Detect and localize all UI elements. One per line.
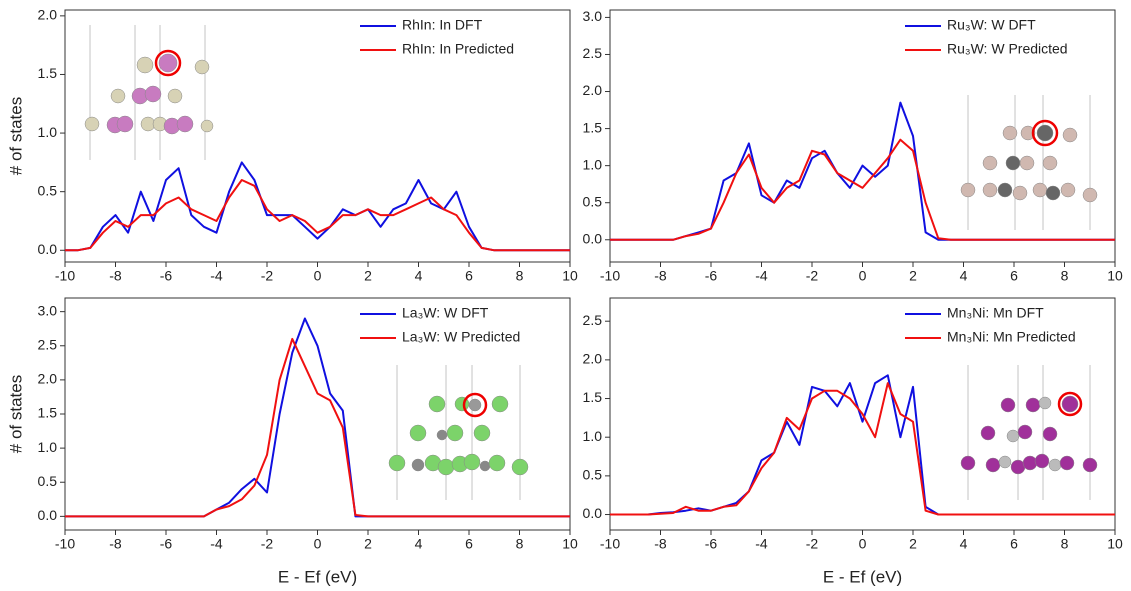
x-tick-label: 2 xyxy=(909,268,917,284)
y-tick-label: 2.0 xyxy=(38,7,58,23)
panel: -10 -8 -6 -4 -2 0 2 4 6 8 10 0.0 0.5 1.0 1.5 2.0 2.5 3.0 R… xyxy=(583,8,1123,284)
x-tick-label: 0 xyxy=(314,536,322,552)
x-tick-label: -4 xyxy=(210,268,223,284)
x-tick-label: 0 xyxy=(859,536,867,552)
y-tick-label: 0.5 xyxy=(38,182,58,198)
y-tick-label: 0.0 xyxy=(38,507,58,523)
y-tick-label: 2.5 xyxy=(583,45,603,61)
x-tick-label: -2 xyxy=(806,536,819,552)
x-tick-label: 0 xyxy=(314,268,322,284)
x-tick-label: 8 xyxy=(1061,536,1069,552)
x-tick-label: -10 xyxy=(600,536,620,552)
y-axis-label: # of states xyxy=(6,97,25,175)
x-tick-label: 10 xyxy=(1107,268,1123,284)
x-tick-label: -4 xyxy=(210,536,223,552)
x-tick-label: -8 xyxy=(654,536,667,552)
crystal-inset xyxy=(960,365,1098,500)
y-tick-label: 2.0 xyxy=(38,371,58,387)
y-tick-label: 2.5 xyxy=(38,336,58,352)
x-tick-label: 10 xyxy=(562,536,578,552)
y-tick-label: 1.0 xyxy=(38,439,58,455)
x-tick-label: 6 xyxy=(465,268,473,284)
x-tick-label: 4 xyxy=(415,536,423,552)
series-line xyxy=(65,337,570,518)
x-tick-label: 8 xyxy=(516,268,524,284)
legend-label: La₃W: W Predicted xyxy=(402,329,520,345)
legend-label: Ru₃W: W DFT xyxy=(947,17,1036,33)
x-tick-label: 10 xyxy=(1107,536,1123,552)
series-line xyxy=(65,317,570,518)
x-tick-label: -6 xyxy=(705,536,718,552)
x-tick-label: 8 xyxy=(516,536,524,552)
crystal-inset xyxy=(388,365,529,500)
x-tick-label: -2 xyxy=(261,536,274,552)
series-line xyxy=(65,179,570,252)
series-line xyxy=(610,382,1115,516)
y-tick-label: 3.0 xyxy=(583,8,603,24)
y-tick-label: 0.5 xyxy=(583,193,603,209)
x-tick-label: -6 xyxy=(705,268,718,284)
legend-label: RhIn: In Predicted xyxy=(402,41,514,57)
legend-label: Ru₃W: W Predicted xyxy=(947,41,1068,57)
x-tick-label: 8 xyxy=(1061,268,1069,284)
y-tick-label: 0.5 xyxy=(583,467,603,483)
x-tick-label: -10 xyxy=(600,268,620,284)
x-tick-label: -6 xyxy=(160,536,173,552)
x-tick-label: -6 xyxy=(160,268,173,284)
x-tick-label: 2 xyxy=(364,268,372,284)
x-tick-label: 4 xyxy=(415,268,423,284)
x-tick-label: -2 xyxy=(806,268,819,284)
y-tick-label: 1.0 xyxy=(38,124,58,140)
x-tick-label: -8 xyxy=(109,536,122,552)
x-tick-label: 4 xyxy=(960,268,968,284)
y-tick-label: 1.0 xyxy=(583,428,603,444)
y-tick-label: 0.5 xyxy=(38,473,58,489)
legend-label: Mn₃Ni: Mn DFT xyxy=(947,305,1044,321)
x-tick-label: -4 xyxy=(755,536,768,552)
legend-label: RhIn: In DFT xyxy=(402,17,483,33)
series-line xyxy=(65,161,570,252)
y-tick-label: 0.0 xyxy=(38,241,58,257)
x-tick-label: 2 xyxy=(364,536,372,552)
legend-label: La₃W: W DFT xyxy=(402,305,489,321)
crystal-inset xyxy=(84,25,214,160)
x-tick-label: -10 xyxy=(55,268,75,284)
series-line xyxy=(610,374,1115,516)
x-tick-label: 4 xyxy=(960,536,968,552)
x-axis-label: E - Ef (eV) xyxy=(823,567,902,586)
crystal-inset xyxy=(960,95,1098,230)
x-tick-label: 6 xyxy=(465,536,473,552)
x-axis-label: E - Ef (eV) xyxy=(278,567,357,586)
y-tick-label: 2.0 xyxy=(583,351,603,367)
y-tick-label: 1.5 xyxy=(583,389,603,405)
y-axis-label: # of states xyxy=(6,375,25,453)
y-tick-label: 2.0 xyxy=(583,82,603,98)
x-tick-label: 10 xyxy=(562,268,578,284)
y-tick-label: 1.5 xyxy=(38,405,58,421)
x-tick-label: -10 xyxy=(55,536,75,552)
y-tick-label: 1.5 xyxy=(38,65,58,81)
x-tick-label: 6 xyxy=(1010,536,1018,552)
y-tick-label: 1.0 xyxy=(583,156,603,172)
x-tick-label: 6 xyxy=(1010,268,1018,284)
y-tick-label: 2.5 xyxy=(583,312,603,328)
y-tick-label: 1.5 xyxy=(583,119,603,135)
y-tick-label: 3.0 xyxy=(38,302,58,318)
panel: -10 -8 -6 -4 -2 0 2 4 6 8 10 0.0 0.5 1.0 1.5 2.0 2.5 3.0 E… xyxy=(6,297,578,586)
y-tick-label: 0.0 xyxy=(583,505,603,521)
legend-label: Mn₃Ni: Mn Predicted xyxy=(947,329,1076,345)
panel: -10 -8 -6 -4 -2 0 2 4 6 8 10 0.0 0.5 1.0 1.5 2.0 # of st… xyxy=(6,7,578,284)
panel: -10 -8 -6 -4 -2 0 2 4 6 8 10 0.0 0.5 1.0 1.5 2.0 2.5 E - … xyxy=(583,297,1123,586)
x-tick-label: -2 xyxy=(261,268,274,284)
x-tick-label: -8 xyxy=(109,268,122,284)
y-tick-label: 0.0 xyxy=(583,230,603,246)
x-tick-label: 0 xyxy=(859,268,867,284)
x-tick-label: 2 xyxy=(909,536,917,552)
x-tick-label: -4 xyxy=(755,268,768,284)
x-tick-label: -8 xyxy=(654,268,667,284)
series-line xyxy=(610,138,1115,241)
